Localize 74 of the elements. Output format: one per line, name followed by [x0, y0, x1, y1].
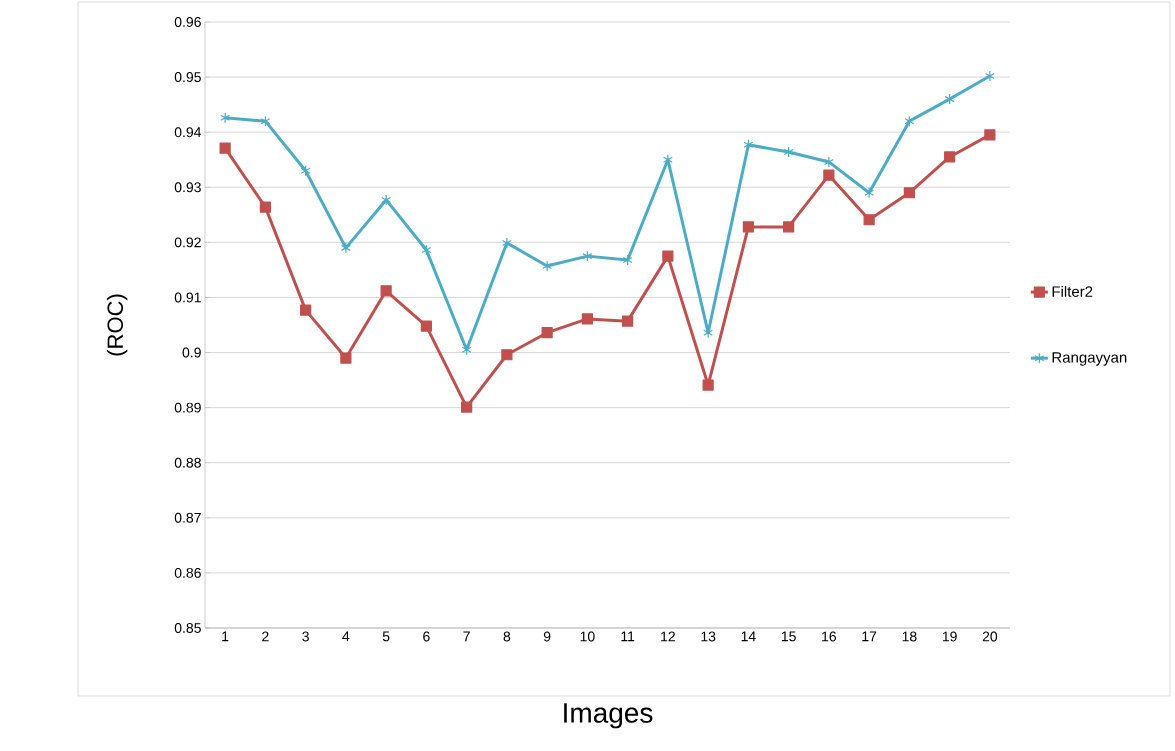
point	[380, 285, 392, 297]
x-tick-label: 6	[423, 631, 430, 642]
point	[864, 187, 875, 199]
point	[420, 320, 432, 332]
x-tick-label: 19	[942, 631, 957, 642]
x-tick-label: 1	[222, 631, 229, 642]
x-tick-label: 4	[342, 631, 350, 642]
point	[461, 401, 473, 413]
point	[381, 194, 392, 206]
point	[542, 260, 553, 272]
y-tick-label: 0.92	[174, 237, 201, 248]
y-tick-label: 0.85	[174, 623, 201, 633]
legend-label: Rangayyan	[1052, 352, 1127, 366]
point	[461, 344, 472, 356]
point	[904, 115, 915, 127]
point	[622, 315, 634, 327]
legend-label: Filter2	[1052, 285, 1093, 297]
x-tick-label: 13	[701, 631, 716, 642]
point	[300, 165, 311, 177]
point	[662, 250, 674, 262]
y-tick-label: 0.91	[174, 292, 201, 303]
point	[702, 379, 714, 391]
x-tick-label: 7	[463, 631, 470, 642]
point	[944, 151, 956, 163]
x-tick-label: 18	[902, 631, 917, 642]
x-tick-label: 5	[382, 631, 390, 642]
point	[823, 156, 834, 168]
y-tick-label: 0.96	[174, 17, 201, 27]
y-tick-label: 0.88	[174, 457, 201, 468]
point	[541, 327, 553, 339]
point	[743, 139, 754, 151]
point	[340, 352, 352, 364]
point	[501, 237, 512, 249]
point	[259, 201, 271, 213]
x-tick-label: 15	[781, 631, 796, 642]
y-tick-label: 0.86	[174, 567, 201, 578]
y-tick-label: 0.93	[174, 182, 201, 193]
x-tick-label: 2	[262, 631, 269, 642]
point	[903, 187, 915, 199]
x-tick-label: 17	[862, 631, 877, 642]
point	[742, 221, 754, 233]
point	[582, 250, 593, 262]
x-tick-label: 14	[741, 631, 756, 642]
point	[581, 313, 593, 325]
x-tick-label: 11	[621, 631, 635, 642]
point	[984, 70, 995, 82]
x-tick-label: 10	[580, 631, 595, 642]
point	[220, 112, 231, 124]
point	[622, 254, 633, 266]
y-tick-label: 0.89	[174, 402, 201, 413]
point	[300, 304, 312, 316]
point	[421, 244, 432, 256]
y-tick-label: 0.95	[174, 72, 201, 83]
point	[823, 169, 835, 181]
x-tick-label: 16	[822, 631, 837, 642]
x-tick-label: 12	[661, 631, 675, 642]
point	[783, 146, 794, 158]
point	[783, 221, 795, 233]
y-tick-label: 0.9	[182, 347, 201, 358]
point	[944, 93, 955, 105]
y-axis-title: (ROC)	[106, 294, 128, 356]
x-axis-title: Images	[564, 703, 653, 729]
point	[984, 129, 996, 141]
y-tick-label: 0.87	[174, 512, 201, 523]
point	[863, 214, 875, 226]
point	[340, 242, 351, 254]
x-tick-label: 20	[982, 631, 998, 642]
x-tick-label: 8	[503, 631, 511, 642]
x-tick-label: 9	[543, 631, 551, 642]
x-tick-label: 3	[302, 631, 309, 642]
y-tick-label: 0.94	[174, 127, 202, 138]
point	[501, 349, 513, 361]
point	[219, 142, 231, 154]
point	[260, 115, 271, 127]
